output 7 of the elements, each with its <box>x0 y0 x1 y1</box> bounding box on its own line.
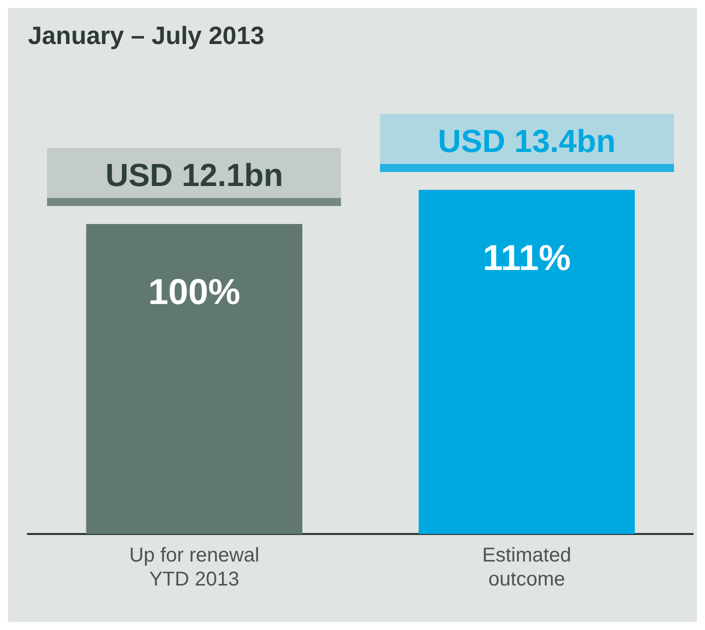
annotation: USD 12.1bn <box>105 157 284 193</box>
data-label: 100% <box>148 270 240 312</box>
chart-title: January – July 2013 <box>28 22 264 50</box>
data-label: 111% <box>482 236 571 278</box>
annotation: USD 13.4bn <box>438 122 616 159</box>
x-tick-label: Estimated outcome <box>482 544 572 591</box>
x-tick-label: Up for renewal YTD 2013 <box>129 544 260 591</box>
